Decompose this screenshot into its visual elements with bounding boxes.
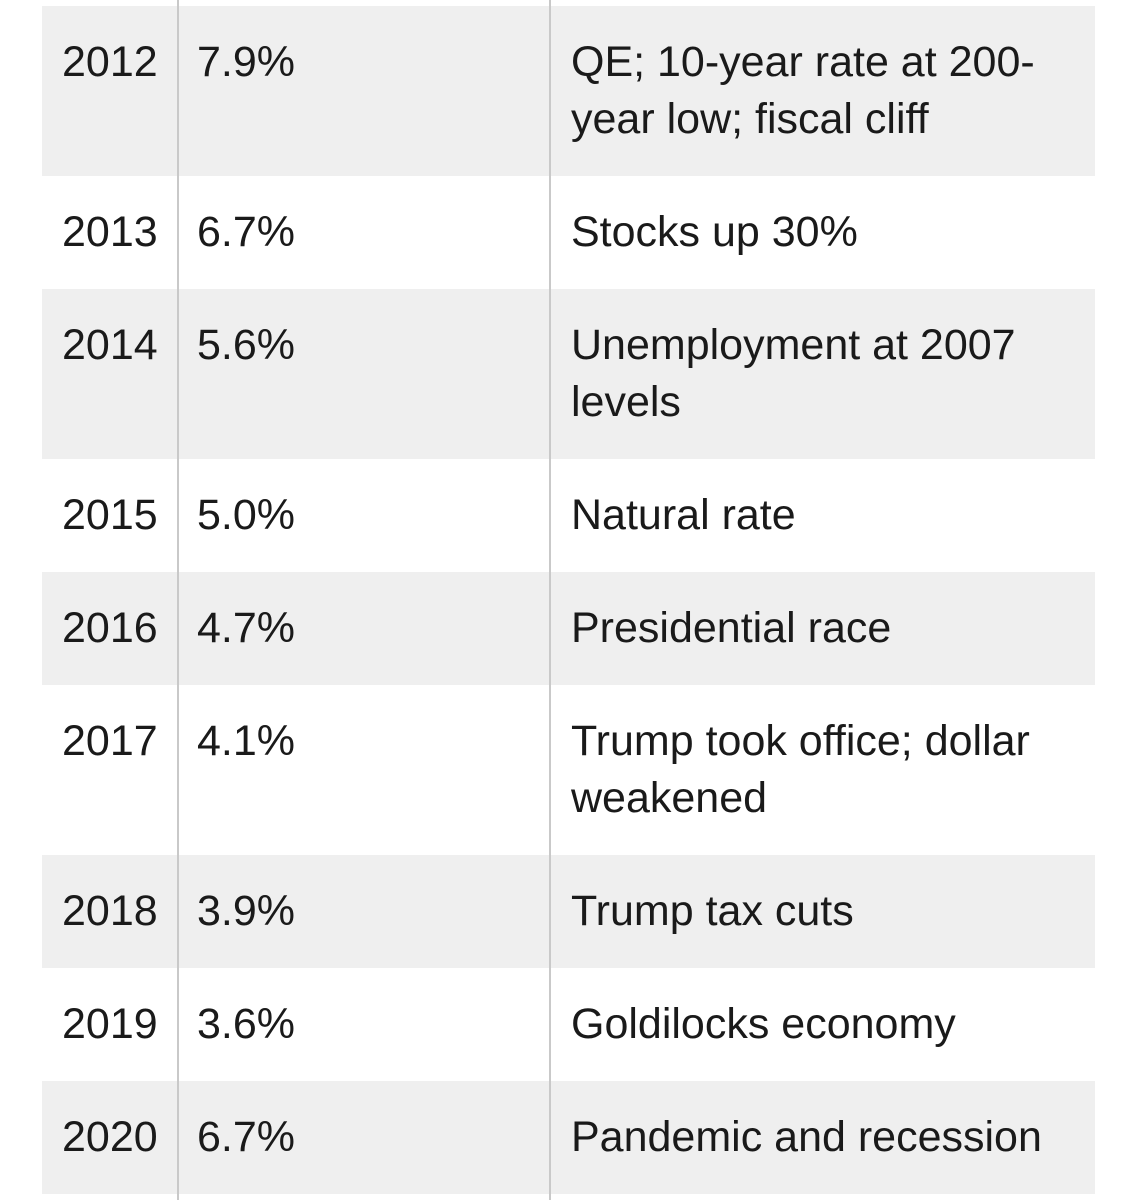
table-row: 2014 5.6% Unemployment at 2007 levels (42, 289, 1095, 459)
rate-cell: 3.9% (197, 887, 296, 935)
note-cell: Presidential race (571, 604, 892, 652)
year-cell: 2012 (62, 38, 158, 86)
year-cell: 2015 (62, 491, 158, 539)
note-cell: Stocks up 30% (571, 208, 858, 256)
table-row: 2016 4.7% Presidential race (42, 572, 1095, 685)
table-row: 2018 3.9% Trump tax cuts (42, 855, 1095, 968)
rate-cell: 5.6% (197, 321, 296, 369)
unemployment-table: 2012 7.9% QE; 10-year rate at 200- year … (42, 6, 1095, 1194)
year-cell: 2018 (62, 887, 158, 935)
year-cell: 2016 (62, 604, 158, 652)
rate-cell: 5.0% (197, 491, 296, 539)
year-cell: 2014 (62, 321, 158, 369)
table-row: 2015 5.0% Natural rate (42, 459, 1095, 572)
year-cell: 2020 (62, 1113, 158, 1161)
table-row: 2020 6.7% Pandemic and recession (42, 1081, 1095, 1194)
rate-cell: 4.1% (197, 717, 296, 765)
rate-cell: 7.9% (197, 38, 296, 86)
year-cell: 2017 (62, 717, 158, 765)
note-cell: Pandemic and recession (571, 1113, 1042, 1161)
note-cell: QE; 10-year rate at 200- year low; fisca… (571, 38, 1035, 143)
column-divider-year-rate (177, 0, 179, 1200)
column-divider-rate-note (549, 0, 551, 1200)
note-cell: Trump tax cuts (571, 887, 854, 935)
rate-cell: 6.7% (197, 208, 296, 256)
rate-cell: 4.7% (197, 604, 296, 652)
year-cell: 2019 (62, 1000, 158, 1048)
rate-cell: 3.6% (197, 1000, 296, 1048)
table-row: 2012 7.9% QE; 10-year rate at 200- year … (42, 6, 1095, 176)
table-row: 2019 3.6% Goldilocks economy (42, 968, 1095, 1081)
table-row: 2017 4.1% Trump took office; dollar weak… (42, 685, 1095, 855)
year-cell: 2013 (62, 208, 158, 256)
note-cell: Unemployment at 2007 levels (571, 321, 1016, 426)
note-cell: Natural rate (571, 491, 796, 539)
rate-cell: 6.7% (197, 1113, 296, 1161)
table-row: 2013 6.7% Stocks up 30% (42, 176, 1095, 289)
note-cell: Goldilocks economy (571, 1000, 956, 1048)
note-cell: Trump took office; dollar weakened (571, 717, 1030, 822)
